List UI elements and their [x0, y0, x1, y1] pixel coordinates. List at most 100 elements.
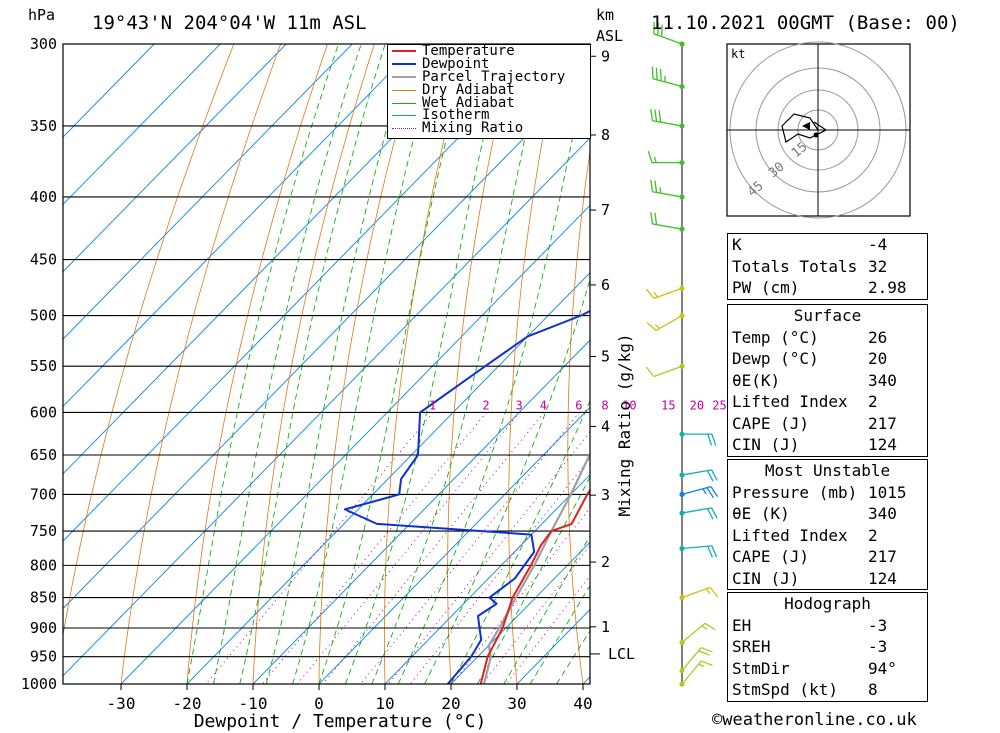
height-tick-label: 3	[601, 486, 610, 504]
most-unstable-title: Most Unstable	[764, 461, 891, 480]
height-tick-label: 7	[601, 201, 610, 219]
mixing-ratio-line	[262, 412, 487, 684]
precipitable-water-row: PW (cm) 2.98	[732, 278, 907, 297]
wind-barb	[646, 312, 685, 332]
indices-table: K -4 Totals Totals 32 PW (cm) 2.98	[727, 233, 928, 300]
x-tick-label: -30	[107, 694, 136, 713]
dry-adiabat-lines	[63, 7, 1000, 710]
x-tick-label: 0	[314, 694, 324, 713]
storm-motion-point	[813, 132, 819, 138]
height-tick-label: 1	[601, 618, 610, 636]
mixing-ratio-lines	[205, 412, 590, 684]
wet-adiabat-line	[265, 44, 412, 684]
pressure-tick-label: 700	[30, 485, 57, 503]
pressure-tick-label: 600	[30, 403, 57, 421]
pressure-tick-label: 650	[30, 446, 57, 464]
x-tick-label: 20	[441, 694, 460, 713]
sounding-profiles	[343, 264, 590, 684]
isotherm-line	[63, 44, 155, 138]
chart-legend: Temperature Dewpoint Parcel Trajectory D…	[387, 44, 591, 139]
station-location: 19°43'N 204°04'W 11m ASL	[92, 12, 367, 34]
x-tick-label: 30	[507, 694, 526, 713]
legend-parcel-trajectory: Parcel Trajectory	[388, 70, 590, 84]
wind-barb	[679, 469, 718, 482]
sounding-datetime: 11.10.2021 00GMT (Base: 00)	[651, 12, 960, 34]
k-index-row: K -4	[732, 235, 888, 254]
wet-adiabat-line	[239, 44, 386, 684]
mixing-ratio-label: 25	[712, 398, 726, 412]
surface-table: Surface Temp (°C) 26 Dewp (°C) 20 θE(K) 340…	[727, 304, 928, 457]
isotherm-line	[384, 474, 590, 684]
height-tick-label: 4	[601, 417, 610, 435]
x-tick-label: -20	[173, 694, 202, 713]
x-tick-label: 10	[375, 694, 394, 713]
hodograph-unit-label: kt	[731, 47, 745, 61]
wind-barb	[679, 545, 718, 558]
dry-adiabat-line	[252, 44, 375, 684]
isotherm-line	[63, 137, 590, 677]
dewpoint-line	[343, 264, 590, 684]
mu-theta-row: θE (K) 340	[732, 504, 897, 523]
mu-pressure-row: Pressure (mb) 1015	[732, 482, 907, 502]
mixing-ratio-label: 1	[429, 398, 436, 412]
isotherm-line	[63, 44, 287, 273]
height-tick-label: 2	[601, 553, 610, 571]
isotherm-line	[63, 44, 353, 340]
wind-barb	[651, 66, 685, 90]
wind-barb	[650, 108, 685, 129]
dry-adiabat-line	[63, 44, 235, 638]
surface-cape-row: CAPE (J) 217	[732, 413, 897, 433]
pressure-lines	[63, 43, 590, 685]
wet-adiabat-line	[212, 44, 362, 684]
wet-adiabat-lines	[186, 44, 590, 684]
legend-wet-adiabat: Wet Adiabat	[388, 96, 590, 110]
pressure-tick-label: 750	[30, 522, 57, 540]
legend-dewpoint: Dewpoint	[388, 57, 590, 71]
mixing-ratio-line	[322, 412, 545, 684]
lcl-label: LCL	[608, 645, 635, 663]
pressure-tick-label: 500	[30, 307, 57, 325]
most-unstable-table: Most Unstable Pressure (mb) 1015 θE (K) 34…	[727, 459, 928, 590]
isotherm-line	[63, 44, 419, 408]
isotherm-line	[450, 541, 590, 684]
mixing-ratio-line	[296, 412, 520, 684]
weatheronline-credit[interactable]: ©weatheronline.co.uk	[712, 710, 917, 730]
hodograph-stats-title: Hodograph	[784, 594, 871, 613]
height-tick-label: 6	[601, 276, 610, 294]
wind-barb	[647, 151, 685, 166]
dry-adiabat-line	[384, 44, 469, 684]
eh-row: EH -3	[732, 615, 888, 635]
dry-adiabat-line	[681, 7, 721, 710]
dry-adiabat-line	[935, 7, 1000, 710]
wet-adiabat-line	[186, 44, 339, 684]
wind-barb	[679, 507, 718, 520]
pressure-unit-label: hPa	[28, 6, 56, 24]
x-axis-title: Dewpoint / Temperature (°C)	[194, 711, 487, 732]
wind-barb	[679, 660, 713, 687]
isotherm-line	[63, 44, 221, 206]
pressure-tick-label: 900	[30, 619, 57, 637]
dry-adiabat-line	[120, 44, 282, 684]
wind-barb	[650, 179, 685, 200]
wind-barb	[650, 211, 685, 232]
wind-barb	[653, 21, 685, 47]
hodograph-trace	[781, 113, 828, 143]
mixing-ratio-label: 2	[482, 398, 489, 412]
surface-title: Surface	[793, 306, 862, 325]
temperature-line	[479, 488, 590, 684]
wet-adiabat-line	[450, 399, 590, 684]
sreh-row: SREH -3	[732, 637, 888, 656]
surface-cin-row: CIN (J) 124	[732, 435, 897, 454]
mixing-ratio-label: 20	[690, 398, 704, 412]
x-tick-label: 40	[573, 694, 592, 713]
pressure-tick-label: 300	[30, 35, 57, 53]
pressure-tick-label: 950	[30, 648, 57, 666]
wind-barb	[679, 622, 716, 646]
height-tick-label: 8	[601, 126, 610, 144]
pressure-tick-label: 450	[30, 251, 57, 269]
dry-adiabat-line	[567, 148, 590, 684]
dry-adiabat-line	[982, 7, 1000, 710]
surface-dewp-row: Dewp (°C) 20	[732, 349, 888, 368]
